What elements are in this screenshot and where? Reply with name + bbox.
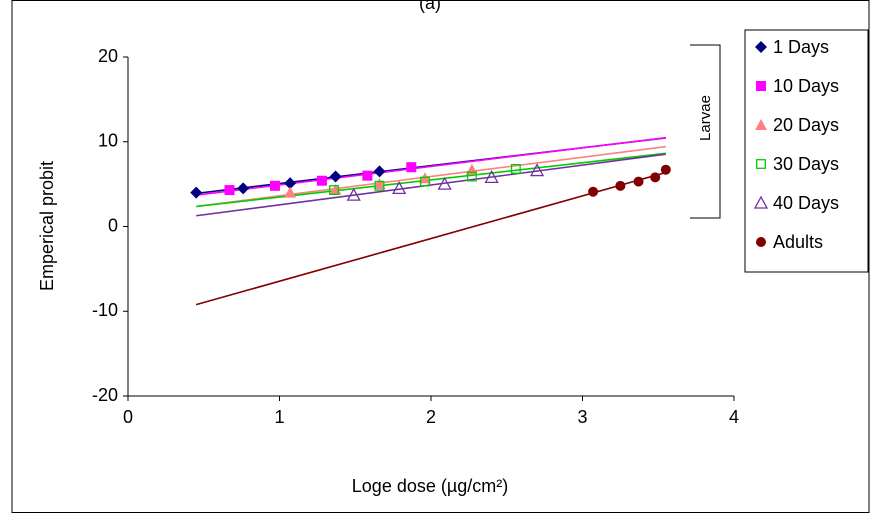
legend-marker xyxy=(753,195,769,209)
x-tick-label: 0 xyxy=(123,407,133,427)
legend-box xyxy=(744,29,869,273)
legend-marker xyxy=(755,41,767,53)
legend-label: 40 Days xyxy=(773,193,839,213)
chart-border xyxy=(11,0,870,513)
legend-marker xyxy=(755,119,767,130)
data-point xyxy=(660,164,671,175)
data-point xyxy=(633,176,644,187)
legend-marker xyxy=(756,237,766,247)
y-tick-label: -10 xyxy=(92,300,118,320)
legend-label: 10 Days xyxy=(773,76,839,96)
larvae-bracket xyxy=(690,44,721,219)
legend-label: Adults xyxy=(773,232,823,252)
trend-line xyxy=(196,153,666,217)
chart-title: (a) xyxy=(419,0,441,13)
x-tick-label: 2 xyxy=(426,407,436,427)
data-point xyxy=(316,175,327,186)
y-tick-label: 0 xyxy=(108,215,118,235)
data-point xyxy=(406,162,417,173)
data-point xyxy=(588,186,599,197)
y-axis-label: Emperical probit xyxy=(37,161,57,291)
data-point xyxy=(190,186,203,199)
data-point xyxy=(373,165,386,178)
data-point xyxy=(284,177,297,190)
x-tick-label: 3 xyxy=(577,407,587,427)
y-tick-label: 10 xyxy=(98,131,118,151)
y-tick-label: 20 xyxy=(98,46,118,66)
data-point xyxy=(392,181,407,195)
data-point xyxy=(329,170,342,183)
data-point xyxy=(373,178,386,190)
data-point xyxy=(510,163,521,174)
data-point xyxy=(224,185,235,196)
annotation: Larvae xyxy=(697,95,714,141)
legend-label: 30 Days xyxy=(773,154,839,174)
data-point xyxy=(269,180,280,191)
data-point xyxy=(615,180,626,191)
trend-line xyxy=(196,145,666,208)
x-tick-label: 1 xyxy=(274,407,284,427)
x-tick-label: 4 xyxy=(729,407,739,427)
data-point xyxy=(237,182,250,195)
data-point xyxy=(374,180,385,191)
legend-marker xyxy=(756,159,766,169)
data-point xyxy=(329,185,339,196)
x-axis-label: Loge dose (µg/cm²) xyxy=(352,476,508,496)
data-point xyxy=(650,172,661,183)
data-point xyxy=(362,170,373,181)
y-tick-label: -20 xyxy=(92,385,118,405)
data-point xyxy=(484,169,499,183)
data-point xyxy=(419,176,430,187)
data-point xyxy=(466,171,477,182)
trend-line xyxy=(196,152,666,208)
data-point xyxy=(437,176,452,190)
trend-line xyxy=(195,171,667,306)
legend-label: 20 Days xyxy=(773,115,839,135)
data-point xyxy=(529,163,545,177)
data-point xyxy=(346,187,361,201)
legend-marker xyxy=(756,81,766,91)
legend-label: 1 Days xyxy=(773,37,829,57)
data-point xyxy=(284,186,297,198)
